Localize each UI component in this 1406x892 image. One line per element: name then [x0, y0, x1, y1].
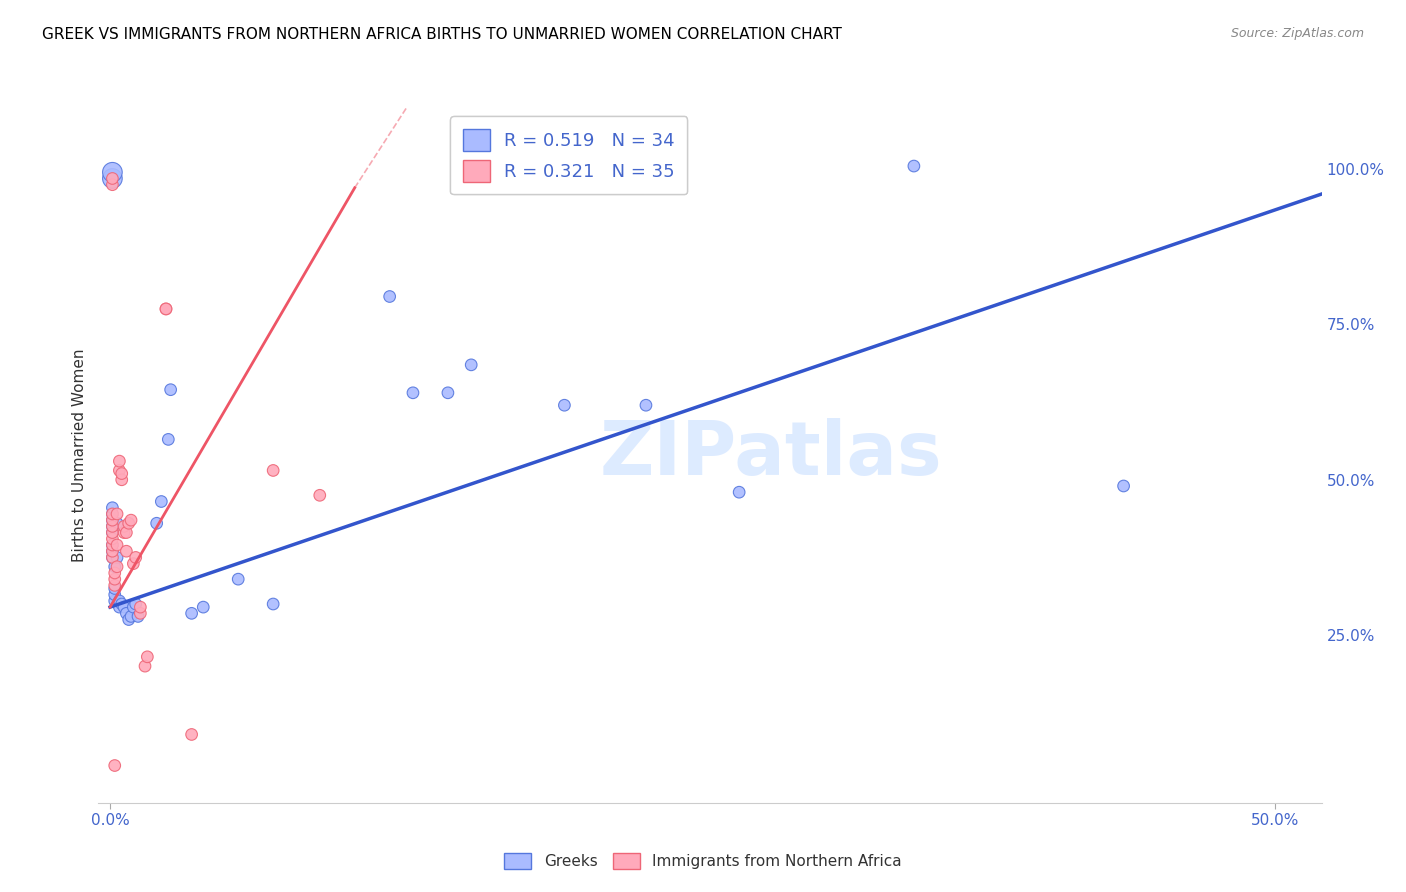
- Point: [460, 358, 482, 372]
- Point: [105, 550, 128, 565]
- Point: [105, 507, 128, 521]
- Point: [101, 532, 124, 546]
- Point: [101, 507, 124, 521]
- Point: [180, 607, 202, 621]
- Point: [111, 597, 134, 611]
- Point: [101, 513, 124, 527]
- Point: [101, 519, 124, 533]
- Point: [104, 582, 127, 596]
- Point: [101, 171, 124, 186]
- Point: [101, 165, 124, 179]
- Point: [262, 597, 284, 611]
- Point: [115, 607, 138, 621]
- Point: [150, 494, 173, 508]
- Point: [262, 463, 284, 477]
- Point: [105, 538, 128, 552]
- Point: [101, 544, 124, 558]
- Point: [101, 513, 124, 527]
- Point: [134, 659, 156, 673]
- Point: [104, 588, 127, 602]
- Point: [159, 383, 181, 397]
- Point: [122, 600, 145, 615]
- Point: [101, 550, 124, 565]
- Point: [118, 613, 141, 627]
- Point: [104, 572, 127, 586]
- Point: [104, 566, 127, 580]
- Point: [104, 559, 127, 574]
- Point: [111, 473, 134, 487]
- Point: [118, 516, 141, 531]
- Point: [101, 178, 124, 192]
- Point: [108, 454, 131, 468]
- Legend: Greeks, Immigrants from Northern Africa: Greeks, Immigrants from Northern Africa: [498, 847, 908, 875]
- Point: [129, 600, 152, 615]
- Point: [120, 513, 142, 527]
- Point: [112, 600, 135, 615]
- Point: [378, 289, 401, 303]
- Point: [193, 600, 215, 615]
- Point: [101, 544, 124, 558]
- Point: [104, 758, 127, 772]
- Point: [101, 519, 124, 533]
- Point: [104, 594, 127, 608]
- Point: [115, 525, 138, 540]
- Point: [903, 159, 925, 173]
- Point: [108, 463, 131, 477]
- Point: [104, 578, 127, 592]
- Point: [115, 544, 138, 558]
- Point: [112, 519, 135, 533]
- Text: ZIPatlas: ZIPatlas: [600, 418, 942, 491]
- Point: [108, 600, 131, 615]
- Y-axis label: Births to Unmarried Women: Births to Unmarried Women: [72, 348, 87, 562]
- Point: [101, 507, 124, 521]
- Point: [180, 727, 202, 741]
- Point: [125, 597, 148, 611]
- Point: [101, 525, 124, 540]
- Point: [127, 609, 149, 624]
- Point: [112, 525, 135, 540]
- Point: [105, 559, 128, 574]
- Legend: R = 0.519   N = 34, R = 0.321   N = 35: R = 0.519 N = 34, R = 0.321 N = 35: [450, 116, 688, 194]
- Point: [105, 516, 128, 531]
- Point: [437, 385, 460, 400]
- Point: [402, 385, 425, 400]
- Text: Source: ZipAtlas.com: Source: ZipAtlas.com: [1230, 27, 1364, 40]
- Point: [111, 467, 134, 481]
- Point: [145, 516, 167, 531]
- Point: [101, 538, 124, 552]
- Point: [1112, 479, 1135, 493]
- Point: [136, 649, 159, 664]
- Point: [125, 550, 148, 565]
- Point: [101, 538, 124, 552]
- Point: [120, 609, 142, 624]
- Point: [728, 485, 751, 500]
- Point: [129, 607, 152, 621]
- Point: [157, 433, 180, 447]
- Point: [155, 301, 177, 316]
- Text: GREEK VS IMMIGRANTS FROM NORTHERN AFRICA BIRTHS TO UNMARRIED WOMEN CORRELATION C: GREEK VS IMMIGRANTS FROM NORTHERN AFRICA…: [42, 27, 842, 42]
- Point: [155, 301, 177, 316]
- Point: [122, 557, 145, 571]
- Point: [101, 500, 124, 515]
- Point: [101, 171, 124, 186]
- Point: [101, 550, 124, 565]
- Point: [308, 488, 330, 502]
- Point: [226, 572, 249, 586]
- Point: [634, 398, 657, 412]
- Point: [101, 525, 124, 540]
- Point: [553, 398, 575, 412]
- Point: [108, 594, 131, 608]
